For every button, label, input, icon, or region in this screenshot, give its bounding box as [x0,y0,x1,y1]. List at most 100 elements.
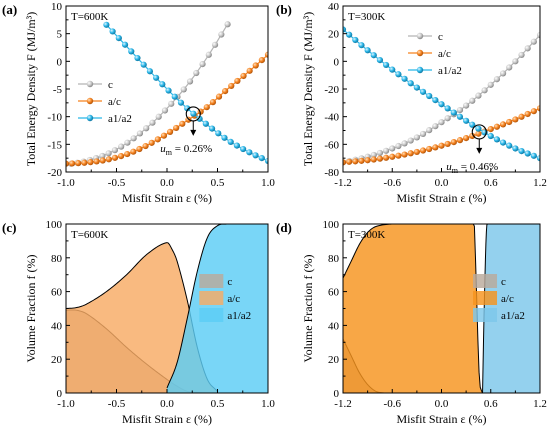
data-point [208,125,216,132]
legend-marker [416,49,424,57]
data-point [530,152,537,159]
data-point [124,139,131,146]
y-tick-label: 80 [328,253,340,265]
data-point [221,134,228,141]
data-point [481,87,488,94]
panel-label-a: (a) [2,2,17,17]
data-point [413,148,420,156]
data-point [153,74,160,81]
data-point [364,47,371,54]
x-axis-label-a: Misfit Strain ε (%) [122,191,212,205]
data-point [456,106,464,114]
y-axis-label-a: Total Energy Density F (MJ/m³) [24,12,38,167]
panel-d: (d) -1.2 -0.6 0.0 0.6 1.2 0 20 40 60 80 … [276,219,547,426]
data-point [346,31,353,38]
data-point [228,82,235,90]
plot-area-d [342,223,541,394]
data-point [118,143,125,150]
data-point [160,132,168,139]
y-tick-label: 5 [57,29,63,41]
data-point [499,139,507,146]
x-tick-label: 0.6 [484,177,498,189]
plot-clip-group [66,21,268,167]
data-point [227,138,234,145]
data-point [185,116,192,123]
panel-a: (a) -1.0 -0.5 0.0 0.5 1.0 -20 -15 -10 -5… [2,1,275,205]
temperature-label-c: T=600K [71,229,108,241]
data-point [506,142,513,149]
x-tick-label: -0.6 [384,398,402,410]
data-point [203,104,210,111]
data-point [376,57,384,64]
data-point [140,61,147,68]
data-point [463,117,470,124]
y-tick-label: 60 [328,287,340,299]
data-point [413,84,420,91]
y-tick-label: 20 [51,354,63,366]
temperature-label-d: T=300K [348,229,385,241]
data-point [233,142,241,149]
data-point [370,151,377,159]
data-point [487,126,494,133]
data-point [352,158,359,165]
data-point [75,160,82,167]
data-point [419,147,427,154]
legend-marker [86,80,94,88]
data-point [524,110,531,118]
data-point [154,136,161,143]
data-point [134,54,141,62]
data-point [395,71,402,78]
data-point [186,78,194,85]
plot-area-b [342,5,541,173]
data-point [450,138,457,146]
x-tick-labels-a: -1.0 -0.5 0.0 0.5 1.0 [57,177,275,189]
data-point [444,140,451,148]
data-point [117,153,125,160]
temperature-label-a: T=600K [71,11,108,23]
data-point [419,130,427,138]
data-point [518,51,525,59]
crossing-arrow-head [476,147,483,154]
data-point [382,154,390,161]
y-tick-label: 20 [328,354,340,366]
x-axis-label-b: Misfit Strain ε (%) [396,191,486,205]
data-point [376,149,384,157]
legend-entry-a-c: a/c [501,293,514,305]
data-point [166,128,174,135]
data-point [493,123,501,130]
data-point [264,157,268,165]
data-point [155,113,162,120]
data-point [426,145,433,153]
data-point [475,125,482,132]
data-point [124,150,131,158]
data-point [136,145,143,153]
data-point [493,136,501,143]
data-point [159,81,166,88]
area-outline-a-c [343,224,483,393]
x-tick-label: 0.5 [211,398,225,410]
y-tick-label: 0 [334,56,340,68]
x-tick-label: 0.6 [484,398,498,410]
legend-marker [416,66,424,74]
data-point [171,93,178,100]
data-point [487,81,494,88]
x-tick-label: 0.0 [435,398,449,410]
plot-clip-group [343,224,540,393]
data-point [234,77,241,85]
annotation-subscript: m [166,148,173,157]
x-tick-label: 1.2 [533,177,547,189]
data-point [193,69,200,77]
annotation-symbol: u [160,143,166,155]
legend-entry-c: c [438,31,443,43]
data-point [66,160,70,167]
data-point [258,155,265,162]
y-tick-label: 80 [51,253,63,265]
y-axis-label-b: Total Energy Density F (MJ/m³) [301,12,315,167]
data-point [407,150,414,157]
data-point [438,101,445,108]
data-point [105,150,112,157]
x-tick-labels-d: -1.2 -0.6 0.0 0.6 1.2 [334,398,547,410]
y-tick-label: 100 [323,219,340,231]
temperature-label-b: T=300K [348,11,385,23]
legend-entry-c: c [501,276,506,288]
